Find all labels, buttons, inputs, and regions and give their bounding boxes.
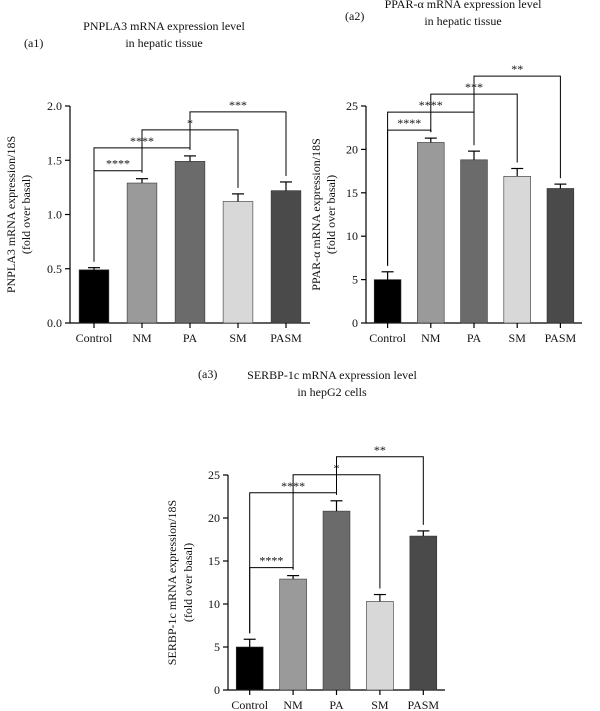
- x-tick-label: SM: [229, 331, 247, 345]
- y-tick-label: 0: [214, 683, 220, 697]
- x-tick-label: Control: [231, 698, 268, 711]
- bar-pasm: [409, 535, 438, 691]
- chart-title: PNPLA3 mRNA expression level: [83, 19, 245, 33]
- y-tick-label: 25: [346, 99, 358, 113]
- significance-bracket: [336, 456, 424, 525]
- chart-title: PPAR-α mRNA expression level: [385, 0, 543, 11]
- y-tick-label: 10: [346, 229, 358, 243]
- panel-label: (a2): [345, 9, 364, 23]
- y-tick-label: 0.0: [47, 316, 62, 330]
- x-tick-label: Control: [369, 331, 406, 345]
- chart-panel-1: (a1) PNPLA3 mRNA expression level in hepat…: [4, 19, 310, 345]
- significance-bracket: [473, 75, 561, 179]
- chart-panel-2: (a2) PPAR-α mRNA expression level in hepat…: [309, 0, 582, 345]
- chart-title: in hepG2 cells: [297, 385, 367, 399]
- bar-pa: [460, 159, 488, 324]
- y-tick-label: 15: [346, 186, 358, 200]
- bar-control: [373, 279, 402, 324]
- bar-pa: [174, 161, 206, 324]
- chart-title: in hepatic tissue: [125, 36, 202, 50]
- x-tick-label: PA: [329, 698, 344, 711]
- x-tick-label: PA: [467, 331, 482, 345]
- y-tick-label: 1.0: [47, 208, 62, 222]
- panel-label: (a1): [24, 36, 43, 50]
- x-tick-label: PASM: [270, 331, 302, 345]
- significance-stars: **: [511, 62, 523, 76]
- x-tick-label: NM: [421, 331, 441, 345]
- bar-nm: [126, 182, 158, 324]
- y-axis-label: PPAR-α mRNA expression/18S: [309, 138, 323, 291]
- panel-label: (a3): [198, 367, 217, 381]
- bar-pasm: [270, 190, 302, 324]
- bar-control: [235, 646, 264, 691]
- y-tick-label: 5: [352, 273, 358, 287]
- bar-pasm: [546, 188, 575, 324]
- y-axis-label: (fold over basal): [324, 175, 338, 254]
- y-tick-label: 20: [346, 142, 358, 156]
- significance-stars: ****: [106, 157, 130, 171]
- x-tick-label: NM: [283, 698, 303, 711]
- y-tick-label: 25: [208, 468, 220, 482]
- y-tick-label: 0: [352, 316, 358, 330]
- x-tick-label: SM: [371, 698, 389, 711]
- y-axis-label: SERBP-1c mRNA expression/18S: [165, 500, 179, 665]
- chart-panel-3: (a3) SERBP-1c mRNA expression level in hep…: [165, 367, 445, 711]
- y-axis-label: (fold over basal): [181, 543, 195, 622]
- x-tick-label: PASM: [545, 331, 577, 345]
- y-axis-label: (fold over basal): [19, 175, 33, 254]
- significance-stars: ****: [397, 116, 421, 130]
- y-tick-label: 10: [208, 597, 220, 611]
- x-tick-label: SM: [509, 331, 527, 345]
- bar-sm: [366, 601, 394, 691]
- bar-sm: [222, 201, 254, 324]
- x-tick-label: NM: [132, 331, 152, 345]
- significance-bracket: [189, 111, 287, 176]
- chart-title: SERBP-1c mRNA expression level: [247, 368, 417, 382]
- bar-pa: [322, 510, 351, 691]
- chart-title: in hepatic tissue: [424, 14, 501, 28]
- y-tick-label: 2.0: [47, 99, 62, 113]
- y-tick-label: 5: [214, 640, 220, 654]
- bar-nm: [279, 578, 307, 691]
- bar-nm: [417, 142, 445, 324]
- x-tick-label: PA: [183, 331, 198, 345]
- bar-sm: [503, 176, 531, 324]
- y-axis-label: PNPLA3 mRNA expression/18S: [4, 136, 18, 293]
- significance-stars: ****: [259, 554, 283, 568]
- significance-stars: **: [374, 443, 386, 457]
- y-tick-label: 15: [208, 554, 220, 568]
- x-tick-label: PASM: [408, 698, 440, 711]
- x-tick-label: Control: [76, 331, 113, 345]
- y-tick-label: 1.5: [47, 153, 62, 167]
- significance-stars: ***: [229, 98, 247, 112]
- y-tick-label: 20: [208, 511, 220, 525]
- y-tick-label: 0.5: [47, 262, 62, 276]
- bar-control: [78, 269, 110, 324]
